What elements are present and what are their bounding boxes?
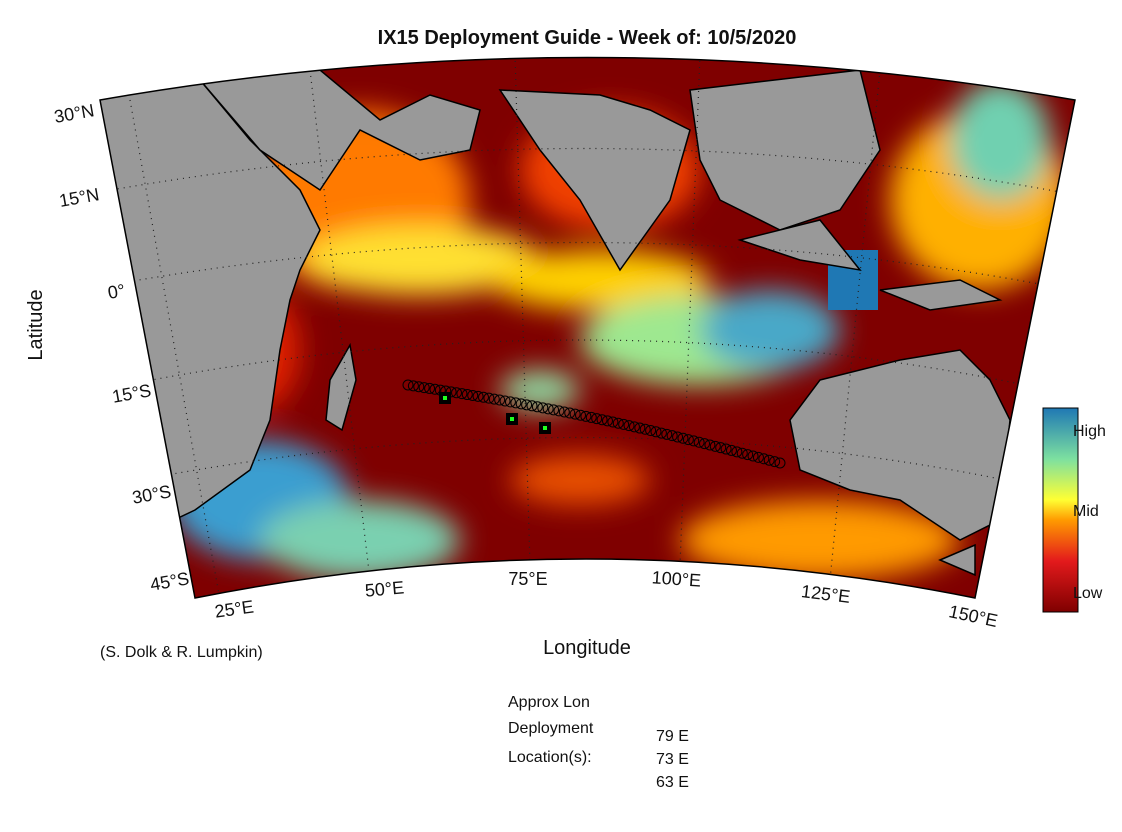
- track-point: [472, 390, 484, 402]
- map-title: IX15 Deployment Guide - Week of: 10/5/20…: [378, 27, 797, 49]
- colorbar: [1042, 407, 1079, 613]
- colorbar-label: Low: [1073, 585, 1103, 602]
- lat-tick-label: 0°: [106, 280, 126, 303]
- track-point: [601, 415, 613, 427]
- deployment-longitude: 73 E: [656, 751, 689, 768]
- track-point: [526, 400, 538, 412]
- track-point: [650, 426, 662, 438]
- track-point: [531, 401, 543, 413]
- track-point: [693, 436, 705, 448]
- track-point: [661, 428, 673, 440]
- track-point: [699, 438, 711, 450]
- y-axis-label: Latitude: [25, 289, 47, 360]
- track-point: [682, 434, 694, 446]
- track-point: [709, 440, 721, 452]
- track-point: [488, 393, 500, 405]
- track-point: [612, 417, 624, 429]
- track-point: [510, 397, 522, 409]
- track-point: [623, 420, 635, 432]
- track-point: [666, 430, 678, 442]
- track-point: [763, 454, 775, 466]
- deployment-longitude: 63 E: [656, 774, 689, 791]
- track-point: [715, 442, 727, 454]
- track-point: [504, 396, 516, 408]
- track-point: [677, 432, 689, 444]
- track-point: [477, 391, 489, 403]
- track-point: [451, 387, 463, 399]
- track-point: [672, 431, 684, 443]
- lon-tick-label: 100°E: [651, 567, 702, 590]
- track-point: [569, 408, 581, 420]
- lon-tick-label: 150°E: [947, 601, 999, 631]
- map-frame: [99, 56, 1076, 599]
- deployment-longitude: 79 E: [656, 728, 689, 745]
- track-point: [483, 392, 495, 404]
- track-point: [558, 406, 570, 418]
- colorbar-label: Mid: [1073, 503, 1099, 520]
- track-point: [752, 451, 764, 463]
- track-point: [596, 414, 608, 426]
- track-point: [429, 383, 441, 395]
- colorbar-label: High: [1073, 423, 1106, 440]
- track-point: [456, 388, 468, 400]
- track-point: [591, 413, 603, 425]
- x-axis-label: Longitude: [543, 637, 631, 659]
- track-point: [542, 403, 554, 415]
- track-point: [515, 398, 527, 410]
- track-point: [494, 394, 506, 406]
- map-field: [100, 57, 1075, 598]
- track-point: [467, 389, 479, 401]
- track-point: [639, 423, 651, 435]
- track-point: [499, 395, 511, 407]
- track-point: [758, 453, 770, 465]
- lat-tick-label: 30°N: [53, 100, 96, 127]
- deployment-header: Approx Lon: [508, 694, 590, 711]
- track-point: [742, 449, 754, 461]
- track-point: [548, 404, 560, 416]
- track-point: [720, 443, 732, 455]
- track-point: [704, 439, 716, 451]
- deployment-header: Deployment: [508, 720, 594, 737]
- lat-tick-label: 15°N: [58, 184, 101, 211]
- track-point: [461, 389, 473, 401]
- lon-tick-label: 25°E: [213, 596, 255, 621]
- track-point: [537, 402, 549, 414]
- track-point: [628, 421, 640, 433]
- track-point: [731, 446, 743, 458]
- track-point: [769, 456, 781, 468]
- track-point: [634, 422, 646, 434]
- track-point: [407, 380, 419, 392]
- track-point: [688, 435, 700, 447]
- track-point: [655, 427, 667, 439]
- track-point: [645, 425, 657, 437]
- track-point: [736, 447, 748, 459]
- track-point: [580, 410, 592, 422]
- track-point: [747, 450, 759, 462]
- track-point: [418, 382, 430, 394]
- track-point: [564, 407, 576, 419]
- track-point: [424, 382, 436, 394]
- lon-tick-label: 125°E: [800, 581, 851, 607]
- deployment-header: Location(s):: [508, 749, 592, 766]
- track-point: [521, 399, 533, 411]
- track-point: [607, 416, 619, 428]
- lon-tick-label: 75°E: [508, 569, 547, 589]
- credit: (S. Dolk & R. Lumpkin): [100, 644, 263, 661]
- lat-tick-label: 45°S: [149, 568, 191, 595]
- track-point: [575, 409, 587, 421]
- lat-tick-label: 30°S: [131, 481, 173, 508]
- track-point: [618, 418, 630, 430]
- lat-tick-label: 15°S: [111, 380, 153, 407]
- track-point: [725, 444, 737, 456]
- track-point: [445, 386, 457, 398]
- track-point: [553, 405, 565, 417]
- track-point: [774, 457, 786, 469]
- track-point: [413, 381, 425, 393]
- lon-tick-label: 50°E: [364, 577, 405, 600]
- track-point: [585, 411, 597, 423]
- track-point: [402, 379, 414, 391]
